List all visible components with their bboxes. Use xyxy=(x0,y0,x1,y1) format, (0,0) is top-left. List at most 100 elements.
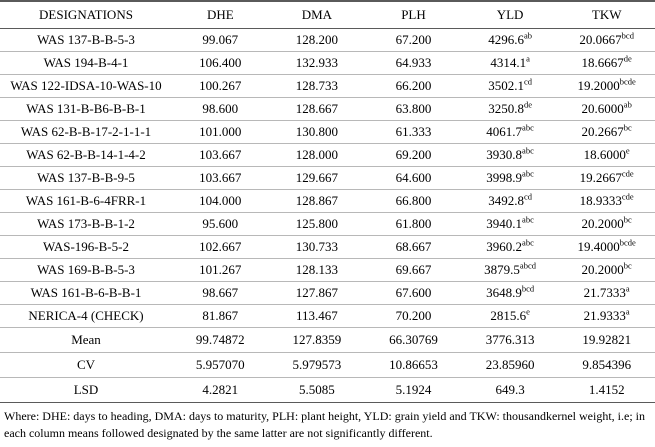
designation-cell: WAS 62-B-B-17-2-1-1-1 xyxy=(0,120,172,144)
yld-cell: 3492.8cd xyxy=(461,189,559,213)
yld-cell: 3998.9abc xyxy=(461,166,559,190)
designation-cell: WAS 194-B-4-1 xyxy=(0,51,172,75)
header-plh: PLH xyxy=(365,0,462,29)
results-table: DESIGNATIONS DHE DMA PLH YLD TKW WAS 137… xyxy=(0,0,655,403)
plh-cell: 63.800 xyxy=(365,97,462,121)
designation-cell: WAS-196-B-5-2 xyxy=(0,235,172,259)
tkw-cell: 18.6667de xyxy=(558,51,655,75)
plh-cell: 61.800 xyxy=(365,212,462,236)
designation-cell: NERICA-4 (CHECK) xyxy=(0,304,172,328)
yld-cell: 4314.1a xyxy=(461,51,559,75)
table-footnote: Where: DHE: days to heading, DMA: days t… xyxy=(4,409,645,441)
tkw-cell: 21.9333a xyxy=(558,304,655,328)
tkw-cell: 21.7333a xyxy=(558,281,655,305)
designation-cell: WAS 161-B-6-4FRR-1 xyxy=(0,189,172,213)
dma-cell: 128.867 xyxy=(268,189,366,213)
plh-cell: 69.200 xyxy=(365,143,462,167)
table-row: WAS 131-B-B6-B-B-1 98.600 128.667 63.800… xyxy=(0,97,655,121)
dma-cell: 128.667 xyxy=(268,97,366,121)
significance-letters: a xyxy=(526,53,530,64)
tkw-cell: 20.2000bc xyxy=(558,258,655,282)
tkw-cell: 20.6000ab xyxy=(558,97,655,121)
table-row: WAS 169-B-B-5-3 101.267 128.133 69.667 3… xyxy=(0,258,655,282)
plh-cell: 67.600 xyxy=(365,281,462,305)
plh-cell: 64.933 xyxy=(365,51,462,75)
significance-letters: bc xyxy=(623,122,632,133)
significance-letters: abc xyxy=(522,168,534,179)
header-tkw: TKW xyxy=(558,0,655,29)
plh-cell: 68.667 xyxy=(365,235,462,259)
tkw-cell: 20.0667bcd xyxy=(558,28,655,52)
dhe-cell: 103.667 xyxy=(172,166,269,190)
table-row: WAS 62-B-B-14-1-4-2 103.667 128.000 69.2… xyxy=(0,143,655,167)
yld-cell: 3250.8de xyxy=(461,97,559,121)
designation-cell: WAS 131-B-B6-B-B-1 xyxy=(0,97,172,121)
significance-letters: abc xyxy=(522,237,534,248)
significance-letters: abc xyxy=(522,214,534,225)
dhe-cell: 101.267 xyxy=(172,258,269,282)
table-row: WAS-196-B-5-2 102.667 130.733 68.667 396… xyxy=(0,235,655,259)
dma-cell: 128.733 xyxy=(268,74,366,98)
designation-cell: WAS 122-IDSA-10-WAS-10 xyxy=(0,74,172,98)
dhe-cell: 106.400 xyxy=(172,51,269,75)
designation-cell: WAS 137-B-B-9-5 xyxy=(0,166,172,190)
yld-cell: 3930.8abc xyxy=(461,143,559,167)
plh-cell: 61.333 xyxy=(365,120,462,144)
header-designations: DESIGNATIONS xyxy=(0,0,172,29)
designation-cell: WAS 137-B-B-5-3 xyxy=(0,28,172,52)
designation-cell: WAS 161-B-6-B-B-1 xyxy=(0,281,172,305)
designation-cell: WAS 62-B-B-14-1-4-2 xyxy=(0,143,172,167)
dma-cell: 128.200 xyxy=(268,28,366,52)
header-yld: YLD xyxy=(461,0,559,29)
significance-letters: ab xyxy=(523,30,532,41)
dma-cell: 130.733 xyxy=(268,235,366,259)
significance-letters: bc xyxy=(623,260,632,271)
yld-cell: 3940.1abc xyxy=(461,212,559,236)
table-row: WAS 194-B-4-1 106.400 132.933 64.933 431… xyxy=(0,51,655,75)
yld-cell: 3960.2abc xyxy=(461,235,559,259)
dhe-cell: 102.667 xyxy=(172,235,269,259)
header-dhe: DHE xyxy=(172,0,269,29)
significance-letters: bc xyxy=(623,214,632,225)
tkw-cell: 18.6000e xyxy=(558,143,655,167)
dhe-cell: 95.600 xyxy=(172,212,269,236)
mean-row: Mean 99.74872 127.8359 66.30769 3776.313… xyxy=(0,327,655,353)
plh-cell: 69.667 xyxy=(365,258,462,282)
significance-letters: cd xyxy=(523,76,532,87)
significance-letters: cd xyxy=(523,191,532,202)
dhe-cell: 101.000 xyxy=(172,120,269,144)
dhe-cell: 104.000 xyxy=(172,189,269,213)
dhe-cell: 81.867 xyxy=(172,304,269,328)
table-row: WAS 161-B-6-4FRR-1 104.000 128.867 66.80… xyxy=(0,189,655,213)
significance-letters: de xyxy=(523,99,532,110)
table-row: WAS 137-B-B-5-3 99.067 128.200 67.200 42… xyxy=(0,28,655,52)
significance-letters: abc xyxy=(522,122,534,133)
yld-cell: 4061.7abc xyxy=(461,120,559,144)
table-body: WAS 137-B-B-5-3 99.067 128.200 67.200 42… xyxy=(0,28,655,328)
significance-letters: bcd xyxy=(521,283,535,294)
significance-letters: e xyxy=(526,306,530,317)
significance-letters: a xyxy=(625,306,630,317)
summary-label: LSD xyxy=(0,377,172,403)
yld-cell: 3502.1cd xyxy=(461,74,559,98)
yld-cell: 4296.6ab xyxy=(461,28,559,52)
table-row: WAS 137-B-B-9-5 103.667 129.667 64.600 3… xyxy=(0,166,655,190)
yld-cell: 3879.5abcd xyxy=(461,258,559,282)
dma-cell: 127.867 xyxy=(268,281,366,305)
table-header: DESIGNATIONS DHE DMA PLH YLD TKW xyxy=(0,0,655,29)
dma-cell: 129.667 xyxy=(268,166,366,190)
lsd-row: LSD 4.2821 5.5085 5.1924 649.3 1.4152 xyxy=(0,377,655,403)
designation-cell: WAS 173-B-B-1-2 xyxy=(0,212,172,236)
dma-cell: 130.800 xyxy=(268,120,366,144)
summary-label: CV xyxy=(0,352,172,378)
yld-cell: 3648.9bcd xyxy=(461,281,559,305)
significance-letters: bcde xyxy=(619,237,636,248)
tkw-cell: 18.9333cde xyxy=(558,189,655,213)
plh-cell: 64.600 xyxy=(365,166,462,190)
significance-letters: cde xyxy=(621,168,634,179)
tkw-cell: 19.2000bcde xyxy=(558,74,655,98)
summary-section: Mean 99.74872 127.8359 66.30769 3776.313… xyxy=(0,327,655,403)
significance-letters: cde xyxy=(621,191,634,202)
table-row: NERICA-4 (CHECK) 81.867 113.467 70.200 2… xyxy=(0,304,655,328)
cv-row: CV 5.957070 5.979573 10.86653 23.85960 9… xyxy=(0,352,655,378)
